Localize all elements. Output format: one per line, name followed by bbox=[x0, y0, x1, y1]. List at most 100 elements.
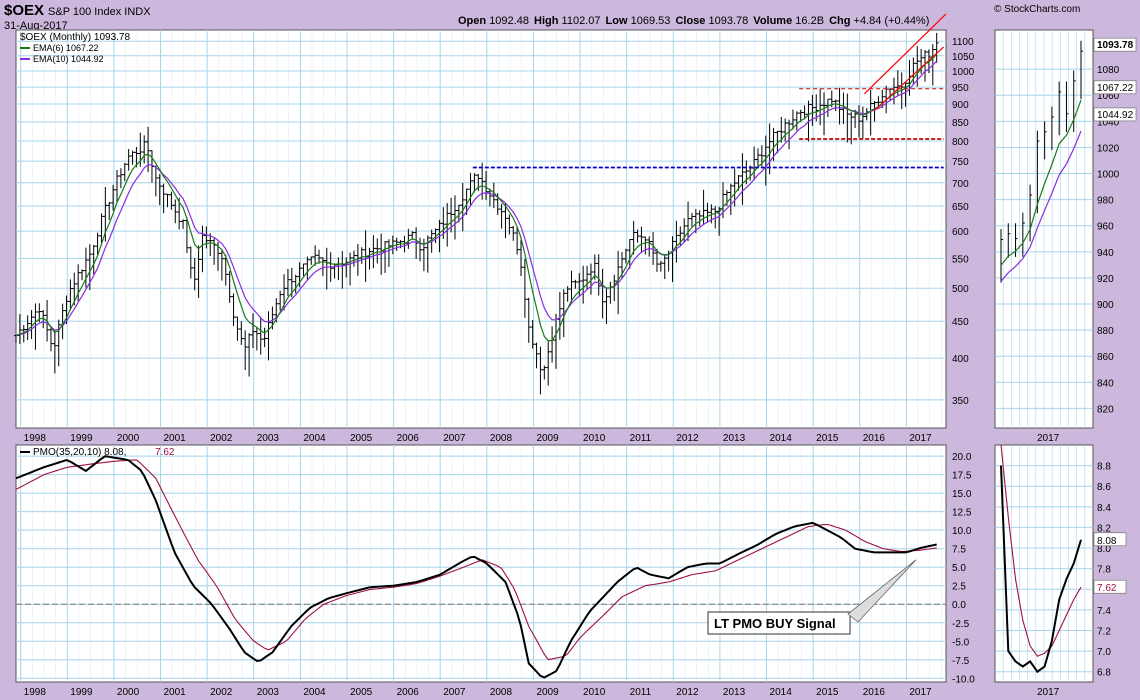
y-tick-label-pmo: 2.5 bbox=[952, 582, 966, 593]
x-tick-label-zoom-pmo: 2017 bbox=[1037, 687, 1060, 698]
y-tick-label-zoom-pmo: 6.8 bbox=[1097, 668, 1111, 679]
y-tick-label-zoom: 920 bbox=[1097, 274, 1114, 285]
y-tick-label-zoom: 1080 bbox=[1097, 65, 1120, 76]
x-tick-label-pmo: 2014 bbox=[770, 687, 793, 698]
panel-3 bbox=[15, 444, 947, 683]
x-tick-label-price: 2011 bbox=[630, 433, 652, 444]
y-tick-label-zoom: 820 bbox=[1097, 404, 1114, 415]
y-tick-label-pmo: -2.5 bbox=[952, 619, 970, 630]
x-tick-label-pmo: 2006 bbox=[397, 687, 420, 698]
x-tick-label-pmo: 2011 bbox=[630, 687, 652, 698]
y-tick-label-price: 400 bbox=[952, 354, 969, 365]
pmo-signal-callout-box bbox=[1093, 579, 1127, 594]
legend-pmo: PMO(35,20,10) 8.08, bbox=[33, 447, 126, 458]
x-tick-label-pmo: 1998 bbox=[24, 687, 47, 698]
x-tick-label-pmo: 2010 bbox=[583, 687, 606, 698]
brand-watermark: © StockCharts.com bbox=[994, 4, 1081, 15]
y-tick-label-zoom: 880 bbox=[1097, 326, 1114, 337]
pmo-callout: 8.08 bbox=[1097, 536, 1117, 547]
x-tick-label-pmo: 2002 bbox=[210, 687, 233, 698]
x-tick-label-pmo: 2012 bbox=[676, 687, 699, 698]
price-callout-box bbox=[1093, 107, 1137, 122]
y-tick-label-price: 550 bbox=[952, 254, 969, 265]
price-callout: 1093.78 bbox=[1097, 40, 1134, 51]
y-tick-label-zoom: 960 bbox=[1097, 222, 1114, 233]
x-tick-label-price: 2009 bbox=[536, 433, 559, 444]
zoom-ema6-line bbox=[1000, 99, 1082, 266]
x-tick-label-price: 2017 bbox=[909, 433, 932, 444]
ema6-line bbox=[15, 53, 938, 342]
symbol-text: $OEX bbox=[4, 2, 45, 19]
x-tick-label-pmo: 2016 bbox=[863, 687, 886, 698]
x-tick-label-price: 2005 bbox=[350, 433, 373, 444]
x-tick-label-pmo: 1999 bbox=[70, 687, 93, 698]
zoom-ema10-line bbox=[1000, 130, 1082, 282]
open-label: Open bbox=[458, 15, 487, 27]
close-label: Close bbox=[675, 15, 706, 27]
y-tick-label-pmo: 0.0 bbox=[952, 600, 966, 611]
x-tick-label-price: 2015 bbox=[816, 433, 839, 444]
chg-label: Chg bbox=[829, 15, 851, 27]
x-tick-label-pmo: 2015 bbox=[816, 687, 839, 698]
y-tick-label-zoom: 1060 bbox=[1097, 91, 1120, 102]
x-tick-label-price: 2001 bbox=[164, 433, 187, 444]
y-tick-label-zoom: 900 bbox=[1097, 300, 1114, 311]
x-tick-label-price: 2000 bbox=[117, 433, 140, 444]
y-tick-label-zoom-pmo: 8.2 bbox=[1097, 523, 1111, 534]
ema10-line bbox=[15, 60, 938, 337]
x-tick-label-pmo: 2004 bbox=[303, 687, 326, 698]
chg-value: +4.84 (+0.44%) bbox=[853, 15, 930, 27]
x-tick-label-price: 2002 bbox=[210, 433, 233, 444]
channel-upper-line bbox=[864, 13, 947, 95]
symbol-title: $OEX S&P 100 Index INDX bbox=[4, 2, 151, 19]
x-tick-label-price: 2008 bbox=[490, 433, 513, 444]
y-tick-label-price: 1100 bbox=[952, 37, 974, 48]
y-tick-label-zoom-pmo: 8.0 bbox=[1097, 544, 1111, 555]
y-tick-label-zoom-pmo: 7.0 bbox=[1097, 647, 1111, 658]
x-tick-label-pmo: 2007 bbox=[443, 687, 466, 698]
buy-signal-annotation-box bbox=[707, 611, 851, 635]
y-tick-label-pmo: 7.5 bbox=[952, 545, 966, 556]
y-tick-label-zoom: 1020 bbox=[1097, 143, 1120, 154]
x-tick-label-pmo: 2005 bbox=[350, 687, 373, 698]
x-tick-label-price: 1998 bbox=[24, 433, 47, 444]
y-tick-label-pmo: 15.0 bbox=[952, 489, 972, 500]
y-tick-label-price: 1050 bbox=[952, 52, 975, 63]
y-tick-label-zoom: 1040 bbox=[1097, 117, 1120, 128]
y-tick-label-price: 950 bbox=[952, 83, 969, 94]
y-tick-label-zoom-pmo: 8.4 bbox=[1097, 503, 1111, 514]
close-value: 1093.78 bbox=[708, 15, 749, 27]
pmo-line bbox=[15, 455, 937, 679]
y-tick-label-zoom: 860 bbox=[1097, 352, 1114, 363]
panel-1 bbox=[15, 29, 947, 429]
y-tick-label-price: 1000 bbox=[952, 67, 975, 78]
x-tick-label-price: 2004 bbox=[303, 433, 326, 444]
legend-ema10: EMA(10) 1044.92 bbox=[33, 54, 104, 64]
y-tick-label-price: 750 bbox=[952, 157, 969, 168]
y-tick-label-price: 650 bbox=[952, 202, 969, 213]
x-tick-label-pmo: 2008 bbox=[490, 687, 513, 698]
y-tick-label-pmo: -5.0 bbox=[952, 637, 970, 648]
price-callout: 1044.92 bbox=[1097, 110, 1134, 121]
y-tick-label-price: 500 bbox=[952, 284, 969, 295]
y-tick-label-price: 800 bbox=[952, 137, 969, 148]
x-tick-label-price: 2003 bbox=[257, 433, 280, 444]
x-tick-label-pmo: 2013 bbox=[723, 687, 746, 698]
y-tick-label-price: 900 bbox=[952, 100, 969, 111]
buy-signal-annotation: LT PMO BUY Signal bbox=[714, 616, 836, 631]
open-value: 1092.48 bbox=[489, 15, 529, 27]
y-tick-label-zoom-pmo: 7.8 bbox=[1097, 565, 1111, 576]
legend-ema6: EMA(6) 1067.22 bbox=[33, 43, 99, 53]
chart-date: 31-Aug-2017 bbox=[4, 20, 68, 32]
y-tick-label-zoom-pmo: 7.2 bbox=[1097, 626, 1111, 637]
y-tick-label-price: 850 bbox=[952, 118, 969, 129]
x-tick-label-price: 2013 bbox=[723, 433, 746, 444]
x-tick-label-price: 2006 bbox=[397, 433, 420, 444]
y-tick-label-zoom: 840 bbox=[1097, 378, 1114, 389]
high-label: High bbox=[534, 15, 559, 27]
pmo-signal-line bbox=[15, 459, 937, 661]
y-tick-label-zoom: 940 bbox=[1097, 248, 1114, 259]
x-tick-label-pmo: 2001 bbox=[164, 687, 187, 698]
pmo-signal-callout: 7.62 bbox=[1097, 583, 1117, 594]
legend-price: $OEX (Monthly) 1093.78 bbox=[20, 32, 130, 43]
